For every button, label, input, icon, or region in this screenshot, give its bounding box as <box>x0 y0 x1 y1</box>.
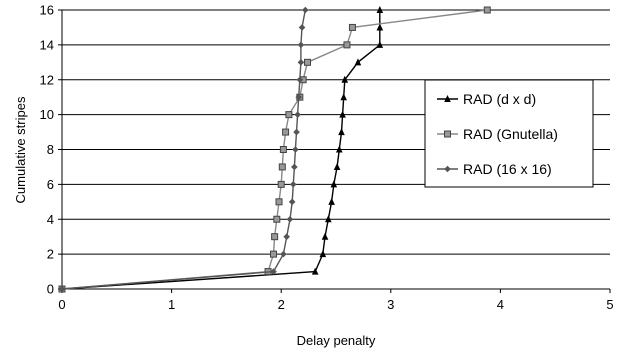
x-tick-label: 4 <box>497 297 504 312</box>
x-tick-label: 2 <box>278 297 285 312</box>
data-point <box>376 40 384 48</box>
data-point <box>294 111 301 118</box>
data-point <box>483 6 491 14</box>
legend-label: RAD (16 x 16) <box>463 161 552 177</box>
data-point <box>325 215 332 223</box>
x-tick-label: 3 <box>387 297 394 312</box>
data-point <box>273 215 281 223</box>
y-tick-label: 4 <box>47 212 54 227</box>
y-tick-label: 12 <box>40 72 54 87</box>
series-2 <box>58 6 309 293</box>
data-point <box>304 58 312 66</box>
data-point <box>348 23 356 31</box>
legend: RAD (d x d) RAD (Gnutella) RAD (16 x 16) <box>424 79 594 188</box>
data-point <box>354 58 362 66</box>
data-point <box>283 233 290 240</box>
legend-entry: RAD (d x d) <box>437 91 536 107</box>
data-point <box>292 146 299 153</box>
data-point <box>293 128 300 136</box>
data-point <box>341 75 349 83</box>
data-point <box>298 24 306 31</box>
data-point <box>376 23 384 31</box>
y-tick-label: 10 <box>40 107 54 122</box>
series-0 <box>58 6 384 292</box>
y-tick-label: 14 <box>40 37 54 52</box>
axes <box>58 9 611 293</box>
y-tick-label: 0 <box>47 282 54 297</box>
data-point <box>343 41 351 49</box>
y-tick-label: 2 <box>47 247 54 262</box>
legend-marker <box>444 95 451 102</box>
data-point <box>328 197 335 205</box>
data-point <box>271 233 279 241</box>
data-point <box>277 180 285 188</box>
data-point <box>270 250 278 258</box>
data-point <box>289 181 297 188</box>
data-series <box>58 6 491 293</box>
data-point <box>286 215 294 223</box>
data-point <box>319 250 327 258</box>
y-axis-label: Cumulative stripes <box>13 96 28 203</box>
data-point <box>291 163 298 171</box>
y-tick-label: 6 <box>47 177 54 192</box>
data-point <box>280 250 287 258</box>
data-point <box>279 146 287 153</box>
data-point <box>288 198 296 206</box>
data-point <box>297 41 305 49</box>
data-point <box>282 128 290 136</box>
legend-entry: RAD (Gnutella) <box>437 126 558 142</box>
x-tick-label: 5 <box>606 297 613 312</box>
legend-label: RAD (d x d) <box>463 91 536 107</box>
data-point <box>58 285 66 293</box>
data-point <box>376 6 384 13</box>
data-point <box>321 232 329 240</box>
data-point <box>302 6 309 14</box>
gridlines <box>62 9 610 255</box>
data-point <box>285 111 293 119</box>
data-point <box>311 267 319 275</box>
data-point <box>297 59 305 66</box>
legend-label: RAD (Gnutella) <box>463 126 558 142</box>
data-point <box>335 145 343 153</box>
legend-marker <box>444 130 451 138</box>
data-point <box>339 110 346 118</box>
y-tick-label: 16 <box>40 3 54 18</box>
data-point <box>330 180 338 188</box>
y-tick-label: 8 <box>47 142 54 157</box>
x-tick-label: 1 <box>168 297 175 312</box>
data-point <box>340 93 347 101</box>
data-point <box>338 128 345 136</box>
data-point <box>278 163 286 171</box>
x-axis-label: Delay penalty <box>297 333 376 348</box>
data-point <box>333 162 341 170</box>
x-tick-label: 0 <box>58 297 65 312</box>
data-point <box>275 198 283 206</box>
data-point <box>295 93 303 101</box>
legend-marker <box>444 165 451 173</box>
data-point <box>296 76 304 84</box>
legend-entry: RAD (16 x 16) <box>437 161 552 177</box>
data-point <box>270 268 277 275</box>
